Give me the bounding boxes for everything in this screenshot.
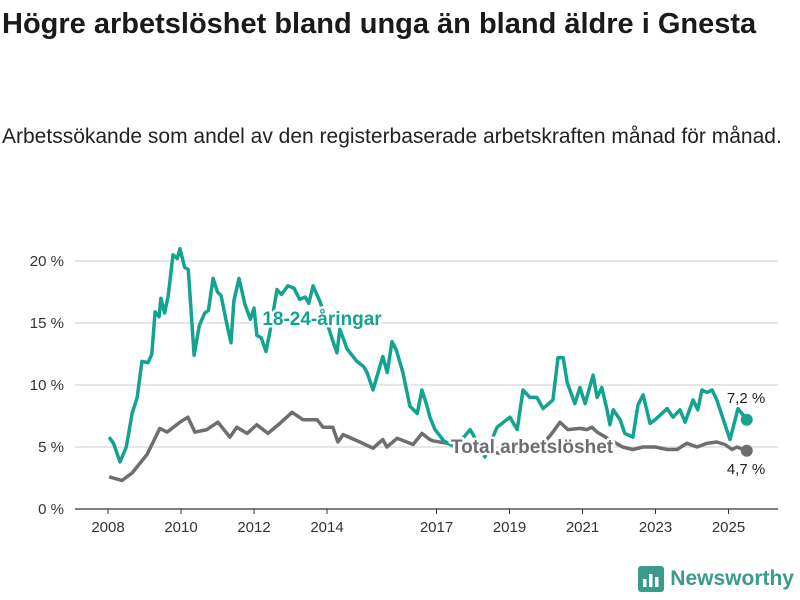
x-tick-label: 2025 (712, 519, 745, 536)
x-tick-label: 2021 (566, 519, 599, 536)
y-tick-label: 5 % (38, 439, 64, 456)
x-tick-label: 2017 (420, 519, 453, 536)
end-value-total: 4,7 % (727, 461, 765, 478)
series-line-youth (107, 246, 749, 464)
series-line-total (108, 410, 748, 483)
x-tick-label: 2019 (493, 519, 526, 536)
end-point-marker (740, 413, 753, 426)
newsworthy-bar-chart-icon (638, 566, 665, 592)
x-tick-label: 2023 (639, 519, 672, 536)
logo-text: Newsworthy (670, 567, 794, 590)
end-value-youth: 7,2 % (727, 390, 765, 407)
y-tick-label: 20 % (30, 253, 64, 270)
x-tick-label: 2014 (310, 519, 343, 536)
y-tick-label: 10 % (30, 377, 64, 394)
x-tick-label: 2012 (237, 519, 270, 536)
chart-title: Högre arbetslöshet bland unga än bland ä… (2, 8, 757, 40)
end-point-marker (740, 444, 753, 457)
newsworthy-logo: Newsworthy (638, 566, 794, 592)
y-tick-label: 15 % (30, 315, 64, 332)
series-label-total: Total arbetslöshet (451, 437, 614, 458)
chart-subtitle: Arbetssökande som andel av den registerb… (2, 125, 782, 148)
y-tick-label: 0 % (38, 501, 64, 518)
x-tick-label: 2008 (91, 519, 124, 536)
series-label-youth: 18-24-åringar (262, 309, 382, 330)
x-tick-label: 2010 (164, 519, 197, 536)
